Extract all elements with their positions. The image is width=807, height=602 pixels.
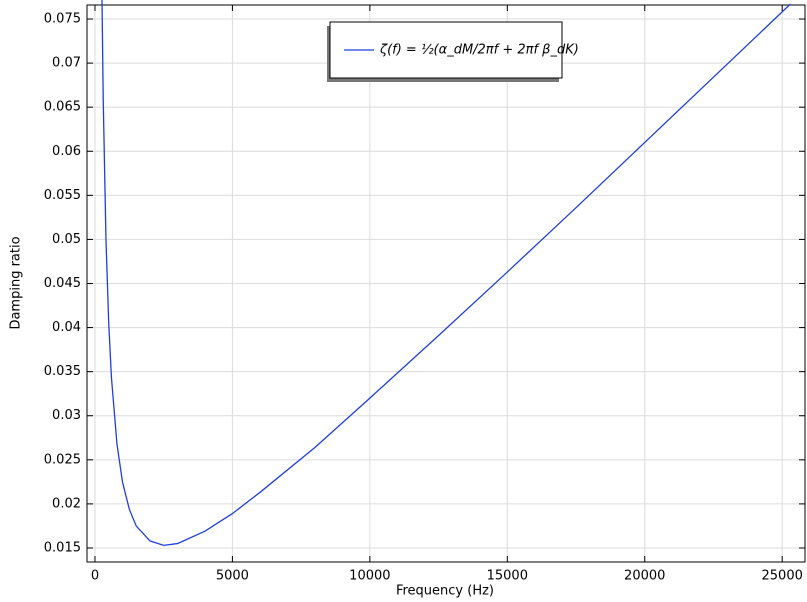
y-tick-label: 0.045 [44,276,81,291]
x-tick-label: 15000 [487,569,528,584]
y-tick-label: 0.035 [44,364,81,379]
y-tick-label: 0.02 [52,496,81,511]
x-tick-label: 25000 [762,569,803,584]
plot-frame [86,4,806,563]
x-tick-label: 10000 [349,569,390,584]
y-tick-label: 0.07 [52,56,81,71]
y-tick-label: 0.05 [52,232,81,247]
y-tick-label: 0.015 [44,540,81,555]
y-tick-label: 0.065 [44,100,81,115]
legend-label: ζ(f) = ½(α_dM/2πf + 2πf β_dK) [379,43,579,58]
y-tick-label: 0.04 [52,320,81,335]
y-tick-label: 0.075 [44,12,81,27]
y-tick-label: 0.03 [52,408,81,423]
y-tick-label: 0.055 [44,188,81,203]
y-axis-label: Damping ratio [9,236,24,329]
x-axis-label: Frequency (Hz) [396,584,494,599]
x-tick-label: 20000 [624,569,665,584]
x-tick-label: 0 [91,569,99,584]
data-line [101,0,791,547]
x-tick-label: 5000 [216,569,249,584]
y-tick-label: 0.025 [44,452,81,467]
y-tick-label: 0.06 [52,144,81,159]
